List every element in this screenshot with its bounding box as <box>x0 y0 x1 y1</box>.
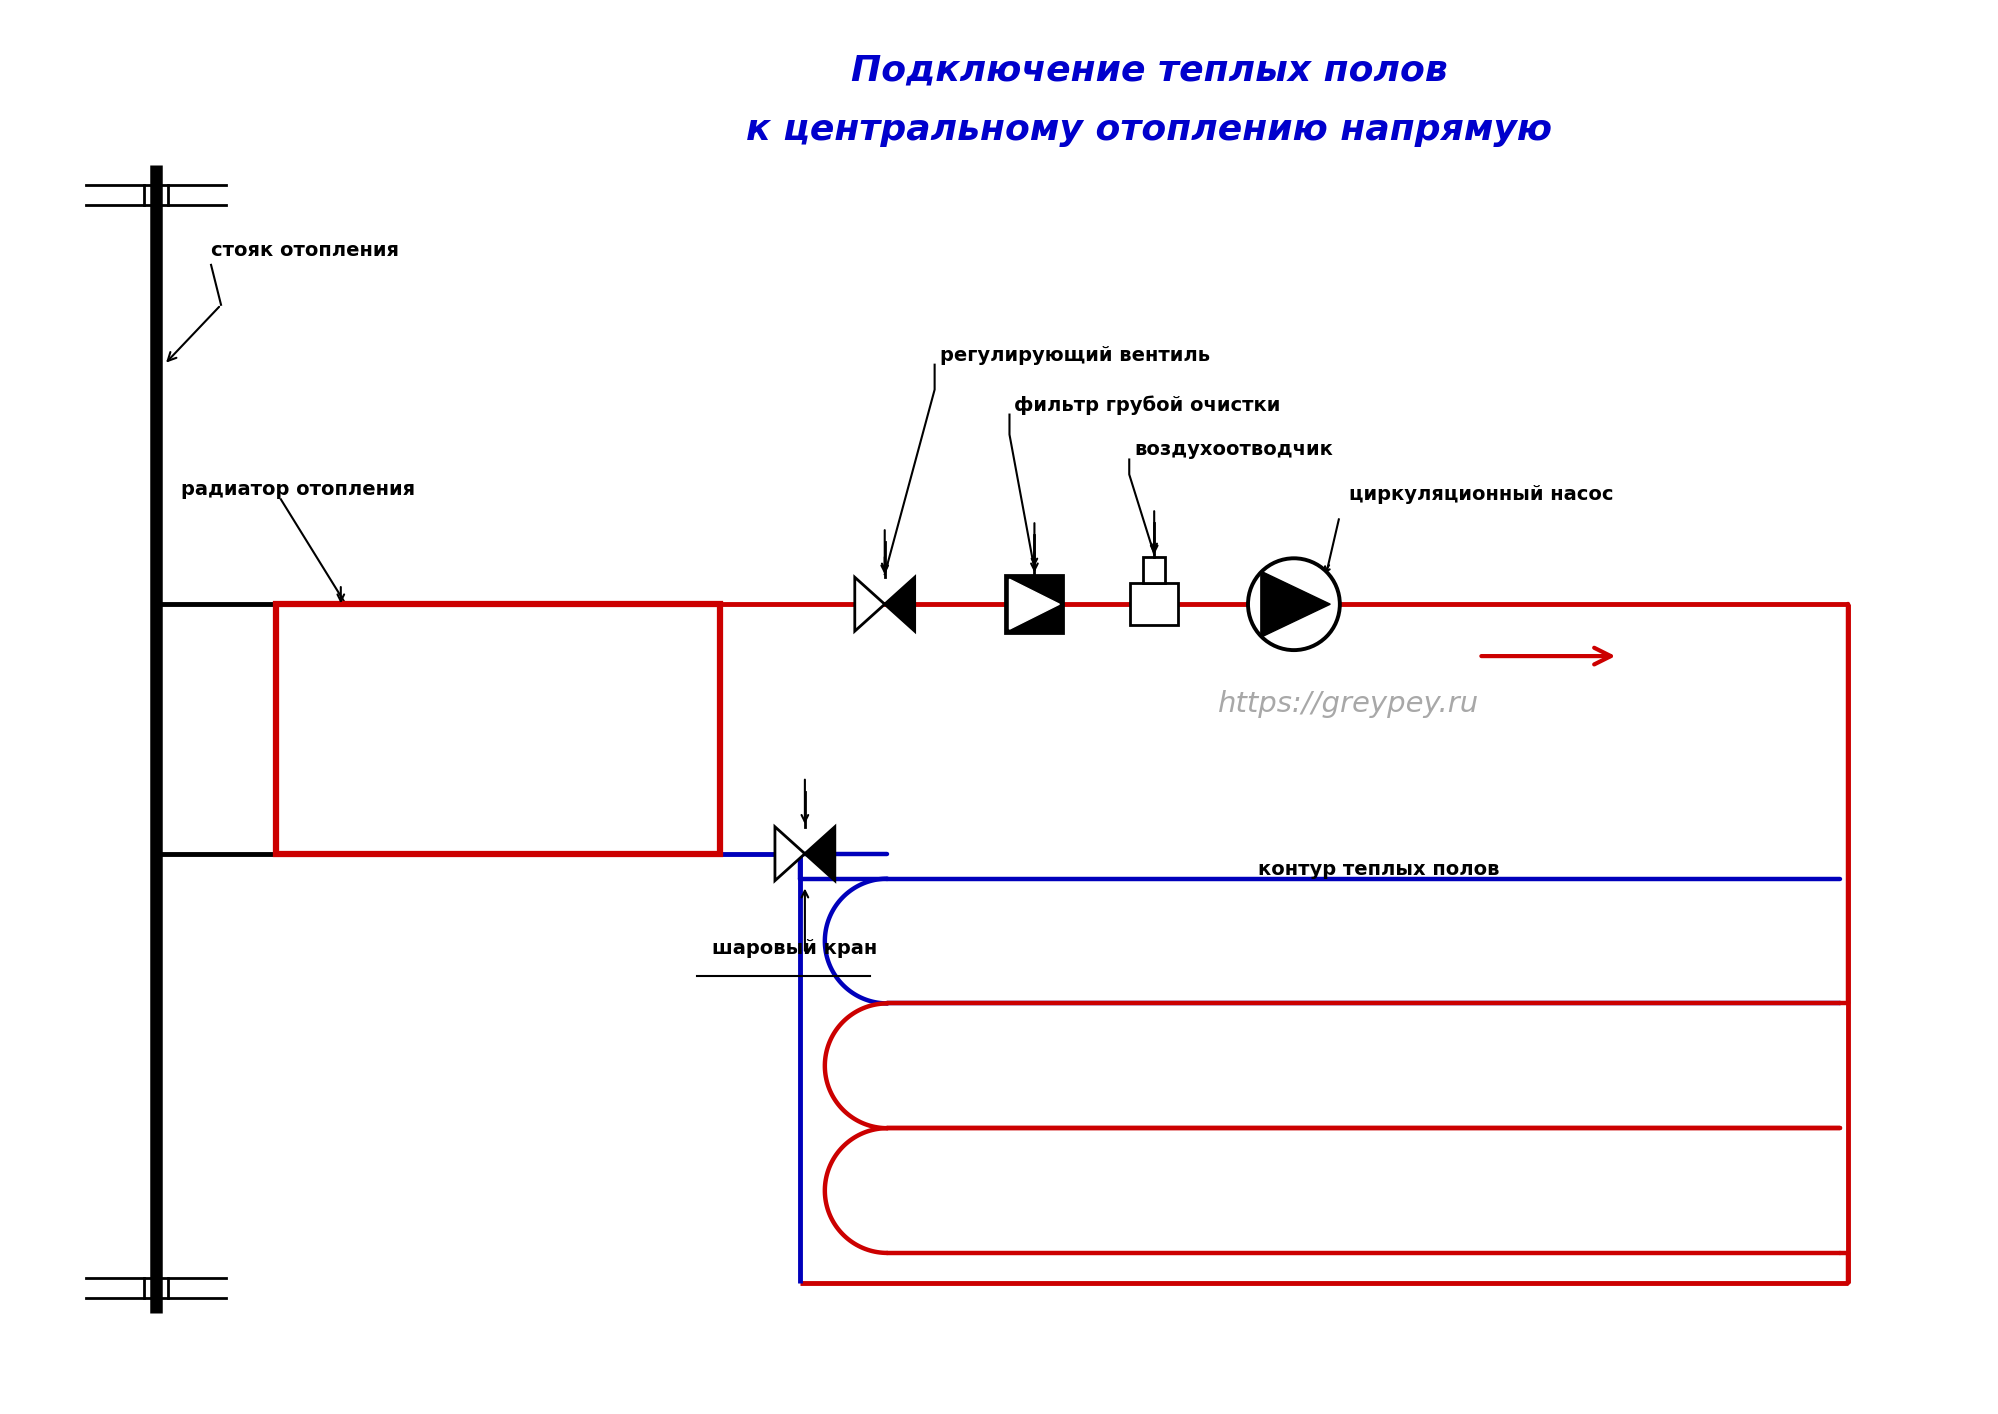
Polygon shape <box>855 577 885 631</box>
Text: к центральному отоплению напрямую: к центральному отоплению напрямую <box>745 113 1550 147</box>
Polygon shape <box>1009 580 1059 629</box>
Text: фильтр грубой очистки: фильтр грубой очистки <box>1013 395 1281 414</box>
Circle shape <box>1247 559 1339 650</box>
Bar <box>1143 557 1165 583</box>
Bar <box>1005 575 1063 633</box>
Text: радиатор отопления: радиатор отопления <box>182 481 416 499</box>
Text: контур теплых полов: контур теплых полов <box>1257 860 1498 878</box>
Text: регулирующий вентиль: регулирующий вентиль <box>939 345 1209 365</box>
Text: https://greypey.ru: https://greypey.ru <box>1217 690 1479 718</box>
Bar <box>1129 583 1177 625</box>
Text: стояк отопления: стояк отопления <box>212 240 400 260</box>
Polygon shape <box>805 827 835 881</box>
Polygon shape <box>775 827 805 881</box>
Bar <box>276 604 719 854</box>
Text: циркуляционный насос: циркуляционный насос <box>1349 485 1612 505</box>
Text: воздухоотводчик: воздухоотводчик <box>1133 441 1333 460</box>
Text: шаровый кран: шаровый кран <box>711 939 877 957</box>
Polygon shape <box>885 577 915 631</box>
Polygon shape <box>1261 571 1329 638</box>
Text: Подключение теплых полов: Подключение теплых полов <box>851 54 1447 88</box>
